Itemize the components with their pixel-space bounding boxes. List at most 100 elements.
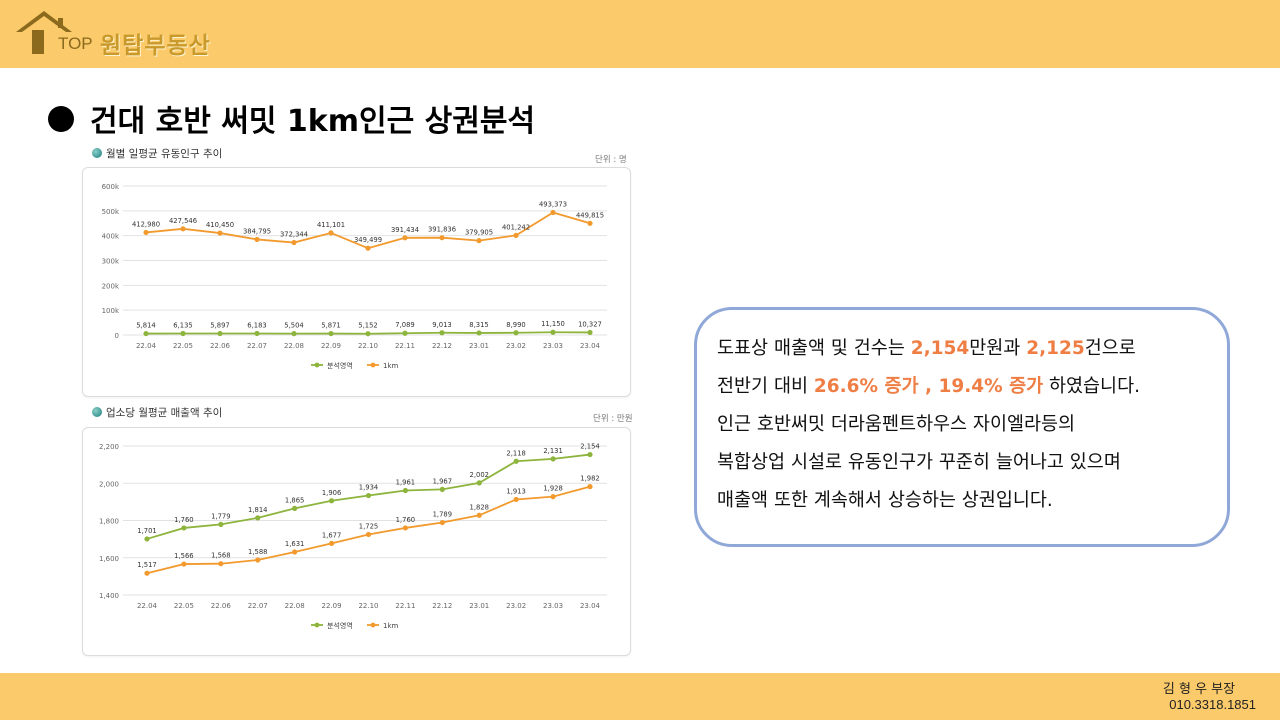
chart1-y-tick-label: 300k [102,258,120,266]
chart2-data-label-0: 2,002 [470,471,489,479]
chart2-data-label-1: 1,566 [174,552,193,560]
chart1-data-label-1: 391,836 [428,226,456,234]
chart1-data-label-0: 5,504 [284,322,303,330]
chart1-data-label-1: 493,373 [539,200,567,208]
house-icon [16,11,72,54]
chart1-y-tick-label: 200k [102,282,120,290]
chart1-data-label-1: 349,499 [354,236,382,244]
chart2-legend-marker [370,622,376,628]
chart2-x-tick-label: 22.10 [358,602,378,610]
info-count-value: 2,125 [1026,338,1085,359]
chart2-data-label-1: 1,913 [506,487,525,495]
chart1-point-0 [328,330,334,337]
chart1-data-label-1: 379,905 [465,229,493,237]
title-bullet [48,106,74,132]
chart2-legend-label: 분석영역 [327,621,353,630]
chart1-point-1 [476,238,482,244]
chart2-x-tick-label: 22.08 [285,602,305,610]
info-l1e: 건으로 [1084,338,1136,359]
chart2-data-label-0: 1,967 [433,477,452,485]
chart2-x-tick-label: 22.12 [432,602,452,610]
chart2-point-0 [328,498,335,504]
chart2-data-label-0: 1,934 [359,484,378,492]
chart1-unit: 단위 : 명 [595,155,627,165]
chart1-x-tick-label: 23.01 [469,342,489,350]
chart2-data-label-0: 1,701 [137,527,156,535]
chart1-point-1 [402,235,408,241]
page-title: 건대 호반 써밋 1km인근 상권분석 [90,104,536,139]
chart1-data-label-1: 391,434 [391,226,419,234]
info-l1a: 도표상 매출액 및 건수는 [717,338,911,359]
chart2-legend-marker [314,622,320,628]
chart2-data-label-1: 1,568 [211,552,230,560]
chart2-point-1 [476,512,482,518]
chart1-x-tick-label: 22.05 [173,342,193,350]
info-sales-value: 2,154 [910,338,970,359]
info-line-4: 복합상업 시설로 유동인구가 꾸준히 늘어나고 있으며 [717,452,1121,473]
chart1-panel: 0 100k 200k 300k 400k 500k 600k 22.04 22.05 22.06… [82,167,631,397]
chart1-data-label-0: 5,814 [136,322,155,330]
chart1-data-label-0: 5,897 [210,322,229,330]
chart2-data-label-0: 1,814 [248,506,267,514]
chart2-point-1 [365,531,372,538]
chart1-x-tick-label: 23.02 [506,342,526,350]
chart2-svg: 1,400 1,600 1,800 2,000 2,200 22.04 22.05 22.06… [99,443,607,630]
chart1-data-label-1: 449,815 [576,211,604,219]
chart2-point-0 [218,521,224,528]
chart2-point-1 [439,519,445,526]
chart1-point-1 [513,232,519,238]
chart1-point-1 [328,230,334,236]
info-text: 도표상 매출액 및 건수는 2,154만원과 2,125건으로 전반기 대비 2… [717,330,1227,520]
chart2-point-1 [550,494,556,500]
chart2-data-label-1: 1,517 [137,561,156,569]
chart1-point-0 [439,330,445,336]
chart2-x-tick-label: 22.05 [174,602,194,610]
chart1-point-0 [291,331,297,337]
chart1-data-label-0: 8,990 [506,321,525,329]
chart1-y-tick-label: 400k [102,233,120,241]
chart2-x-tick-label: 22.04 [137,602,158,610]
chart2-point-1 [255,557,261,563]
chart1-point-1 [291,239,297,246]
chart2-data-label-0: 1,779 [211,512,230,520]
chart1-x-tick-label: 23.03 [543,342,563,350]
chart2-data-label-1: 1,677 [322,531,341,539]
chart1-point-0 [143,330,149,337]
chart1-point-0 [476,330,482,336]
info-box: 도표상 매출액 및 건수는 2,154만원과 2,125건으로 전반기 대비 2… [694,307,1230,547]
chart2-point-1 [218,561,224,567]
chart1-data-label-0: 5,871 [321,322,340,330]
chart1-bullet-icon [92,148,102,158]
chart2-y-tick-label: 1,400 [99,592,119,600]
header-bar: TOP 원탑부동산 [0,0,1280,68]
chart1-data-label-0: 9,013 [432,321,451,329]
chart1-point-1 [143,229,149,236]
info-growth-values: 26.6% 증가 , 19.4% 증가 [813,376,1044,397]
chart2-point-0 [144,536,150,542]
chart1-x-tick-label: 22.12 [432,342,452,350]
chart2-data-label-0: 1,961 [396,479,415,487]
footer-contact-name: 김 형 우 부장 [1162,682,1236,697]
chart2-data-label-0: 1,760 [174,516,193,524]
chart1-legend-marker [370,362,376,368]
chart1-data-label-1: 412,980 [132,220,160,228]
chart2-data-label-0: 1,865 [285,496,304,504]
chart1-data-label-1: 372,344 [280,231,308,239]
chart2-data-label-0: 2,118 [506,449,525,457]
info-l2a: 전반기 대비 [717,376,814,397]
chart2-point-1 [328,540,335,547]
chart1-svg: 0 100k 200k 300k 400k 500k 600k 22.04 22.05 22.06… [102,183,607,370]
chart1-legend-marker [314,362,320,368]
chart2-point-0 [255,515,261,521]
chart1-title-row: 월별 일평균 유동인구 추이 [92,146,222,161]
chart2-x-tick-label: 22.09 [322,602,342,610]
logo[interactable]: TOP 원탑부동산 [14,8,224,59]
chart1-y-tick-label: 100k [102,307,120,315]
info-l1c: 만원과 [969,338,1027,359]
chart1-x-tick-label: 22.06 [210,342,231,350]
chart2-y-tick-label: 1,600 [99,555,119,563]
chart2-data-label-1: 1,789 [433,511,452,519]
chart2-point-1 [144,570,150,576]
chart2-data-label-0: 2,131 [543,447,562,455]
chart2-point-1 [513,496,519,503]
